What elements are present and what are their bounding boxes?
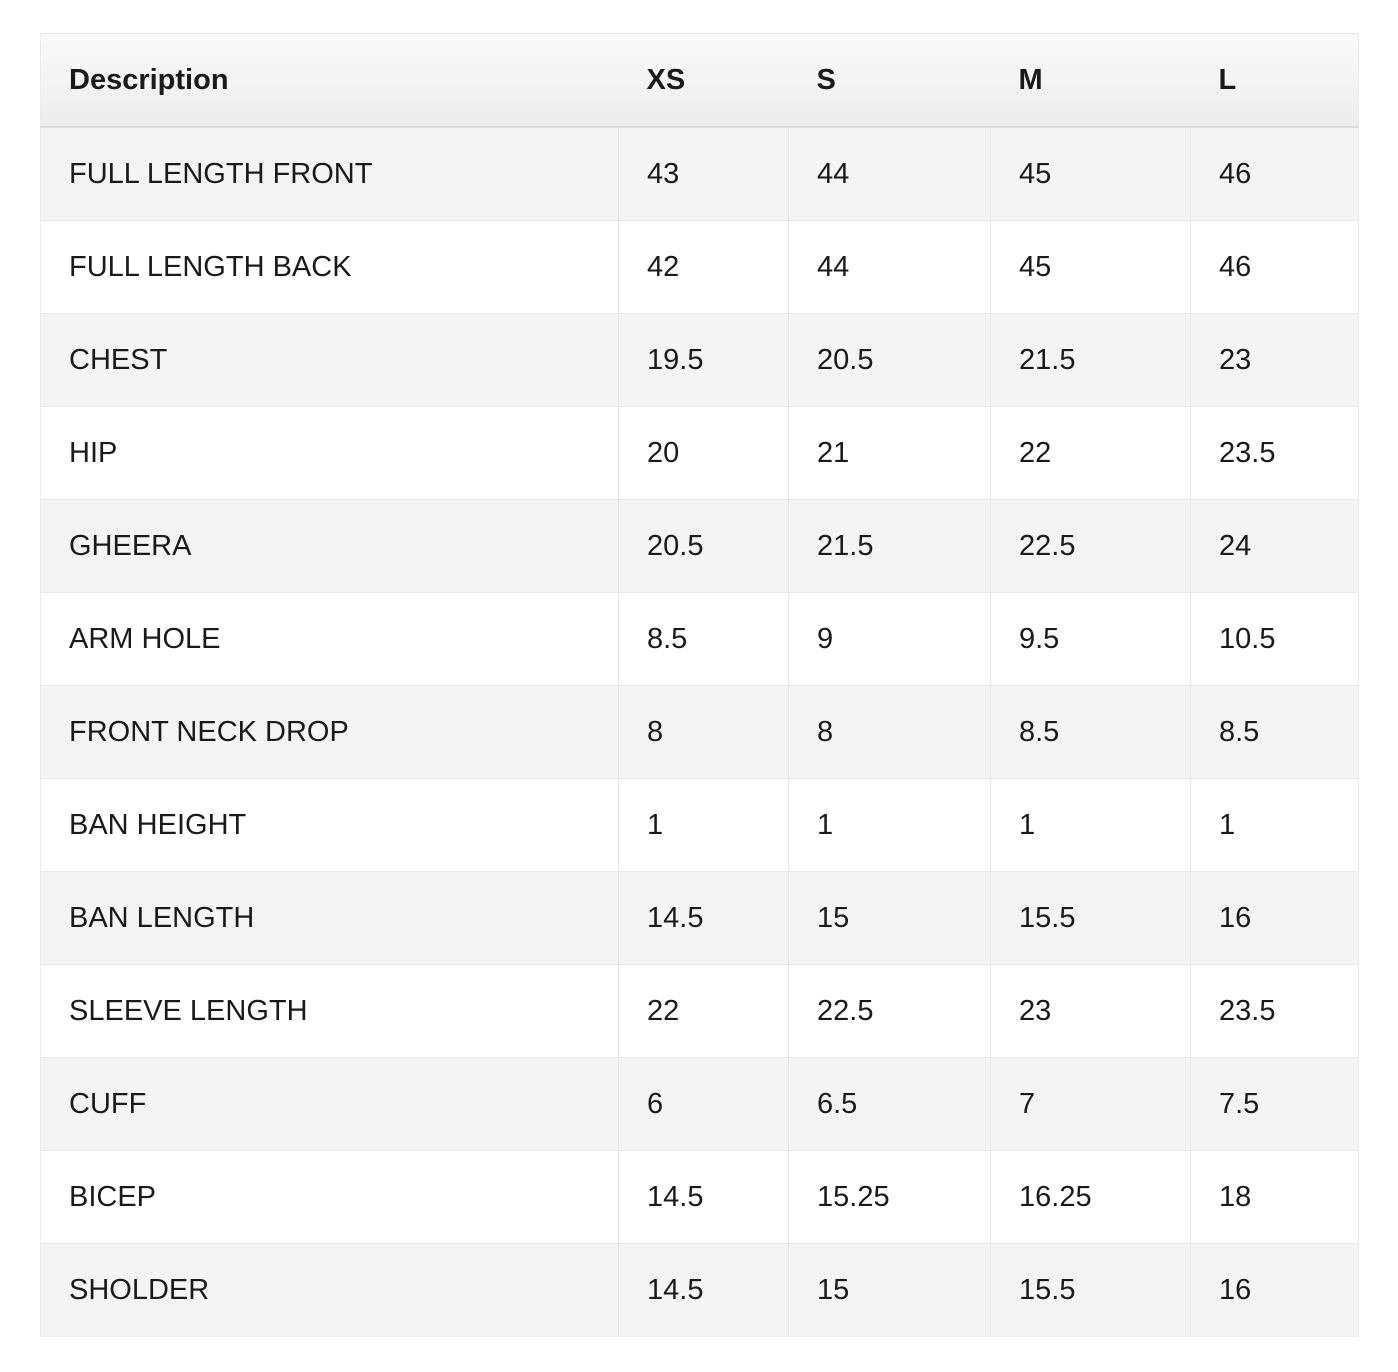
table-row: FULL LENGTH BACK 42 44 45 46 bbox=[40, 220, 1359, 314]
row-description: FULL LENGTH BACK bbox=[40, 220, 619, 314]
cell-s-value: 20.5 bbox=[788, 313, 991, 407]
cell-xs-value: 20.5 bbox=[618, 499, 789, 593]
column-header-s: S bbox=[788, 33, 991, 128]
row-description: BAN HEIGHT bbox=[40, 778, 619, 872]
cell-s-value: 22.5 bbox=[788, 964, 991, 1058]
cell-s-value: 15.25 bbox=[788, 1150, 991, 1244]
cell-s-value: 8 bbox=[788, 685, 991, 779]
row-description: ARM HOLE bbox=[40, 592, 619, 686]
cell-xs-value: 22 bbox=[618, 964, 789, 1058]
cell-m-value: 16.25 bbox=[990, 1150, 1191, 1244]
table-row: CUFF 6 6.5 7 7.5 bbox=[40, 1057, 1359, 1151]
header-row: Description XS S M L bbox=[40, 33, 1359, 128]
cell-m-value: 22 bbox=[990, 406, 1191, 500]
cell-xs-value: 43 bbox=[618, 126, 789, 221]
column-header-m: M bbox=[990, 33, 1191, 128]
cell-l-value: 24 bbox=[1190, 499, 1359, 593]
row-description: BICEP bbox=[40, 1150, 619, 1244]
cell-xs-value: 14.5 bbox=[618, 1150, 789, 1244]
table-row: BAN HEIGHT 1 1 1 1 bbox=[40, 778, 1359, 872]
row-description: FULL LENGTH FRONT bbox=[40, 126, 619, 221]
row-description: BAN LENGTH bbox=[40, 871, 619, 965]
row-description: CUFF bbox=[40, 1057, 619, 1151]
cell-s-value: 1 bbox=[788, 778, 991, 872]
cell-s-value: 6.5 bbox=[788, 1057, 991, 1151]
cell-s-value: 44 bbox=[788, 220, 991, 314]
cell-xs-value: 8.5 bbox=[618, 592, 789, 686]
cell-xs-value: 14.5 bbox=[618, 1243, 789, 1337]
cell-l-value: 8.5 bbox=[1190, 685, 1359, 779]
table-row: ARM HOLE 8.5 9 9.5 10.5 bbox=[40, 592, 1359, 686]
row-description: FRONT NECK DROP bbox=[40, 685, 619, 779]
cell-s-value: 9 bbox=[788, 592, 991, 686]
cell-l-value: 23 bbox=[1190, 313, 1359, 407]
cell-l-value: 46 bbox=[1190, 126, 1359, 221]
cell-s-value: 21 bbox=[788, 406, 991, 500]
cell-l-value: 1 bbox=[1190, 778, 1359, 872]
cell-l-value: 46 bbox=[1190, 220, 1359, 314]
row-description: SLEEVE LENGTH bbox=[40, 964, 619, 1058]
cell-s-value: 15 bbox=[788, 871, 991, 965]
cell-xs-value: 1 bbox=[618, 778, 789, 872]
cell-m-value: 22.5 bbox=[990, 499, 1191, 593]
cell-m-value: 15.5 bbox=[990, 871, 1191, 965]
column-header-xs: XS bbox=[618, 33, 789, 128]
table-row: FULL LENGTH FRONT 43 44 45 46 bbox=[40, 126, 1359, 221]
row-description: CHEST bbox=[40, 313, 619, 407]
cell-s-value: 15 bbox=[788, 1243, 991, 1337]
table-row: HIP 20 21 22 23.5 bbox=[40, 406, 1359, 500]
cell-m-value: 15.5 bbox=[990, 1243, 1191, 1337]
cell-m-value: 9.5 bbox=[990, 592, 1191, 686]
cell-s-value: 44 bbox=[788, 126, 991, 221]
cell-m-value: 45 bbox=[990, 126, 1191, 221]
cell-l-value: 18 bbox=[1190, 1150, 1359, 1244]
cell-xs-value: 19.5 bbox=[618, 313, 789, 407]
cell-m-value: 1 bbox=[990, 778, 1191, 872]
row-description: GHEERA bbox=[40, 499, 619, 593]
column-header-l: L bbox=[1190, 33, 1359, 128]
cell-xs-value: 42 bbox=[618, 220, 789, 314]
table-row: SLEEVE LENGTH 22 22.5 23 23.5 bbox=[40, 964, 1359, 1058]
table-row: FRONT NECK DROP 8 8 8.5 8.5 bbox=[40, 685, 1359, 779]
table-row: SHOLDER 14.5 15 15.5 16 bbox=[40, 1243, 1359, 1337]
cell-l-value: 7.5 bbox=[1190, 1057, 1359, 1151]
table-header: Description XS S M L bbox=[40, 33, 1359, 128]
cell-l-value: 23.5 bbox=[1190, 964, 1359, 1058]
cell-m-value: 21.5 bbox=[990, 313, 1191, 407]
cell-xs-value: 8 bbox=[618, 685, 789, 779]
table-row: GHEERA 20.5 21.5 22.5 24 bbox=[40, 499, 1359, 593]
cell-xs-value: 20 bbox=[618, 406, 789, 500]
cell-m-value: 7 bbox=[990, 1057, 1191, 1151]
cell-xs-value: 6 bbox=[618, 1057, 789, 1151]
table-body: FULL LENGTH FRONT 43 44 45 46 FULL LENGTH BAC… bbox=[40, 126, 1359, 1337]
table-row: BAN LENGTH 14.5 15 15.5 16 bbox=[40, 871, 1359, 965]
row-description: SHOLDER bbox=[40, 1243, 619, 1337]
cell-l-value: 16 bbox=[1190, 871, 1359, 965]
cell-l-value: 23.5 bbox=[1190, 406, 1359, 500]
cell-xs-value: 14.5 bbox=[618, 871, 789, 965]
cell-m-value: 45 bbox=[990, 220, 1191, 314]
cell-m-value: 23 bbox=[990, 964, 1191, 1058]
cell-s-value: 21.5 bbox=[788, 499, 991, 593]
cell-l-value: 16 bbox=[1190, 1243, 1359, 1337]
row-description: HIP bbox=[40, 406, 619, 500]
table-row: BICEP 14.5 15.25 16.25 18 bbox=[40, 1150, 1359, 1244]
cell-m-value: 8.5 bbox=[990, 685, 1191, 779]
column-header-description: Description bbox=[40, 33, 619, 128]
cell-l-value: 10.5 bbox=[1190, 592, 1359, 686]
table-row: CHEST 19.5 20.5 21.5 23 bbox=[40, 313, 1359, 407]
size-chart-table: Description XS S M L FULL LENGTH FRONT 43… bbox=[40, 33, 1359, 1337]
